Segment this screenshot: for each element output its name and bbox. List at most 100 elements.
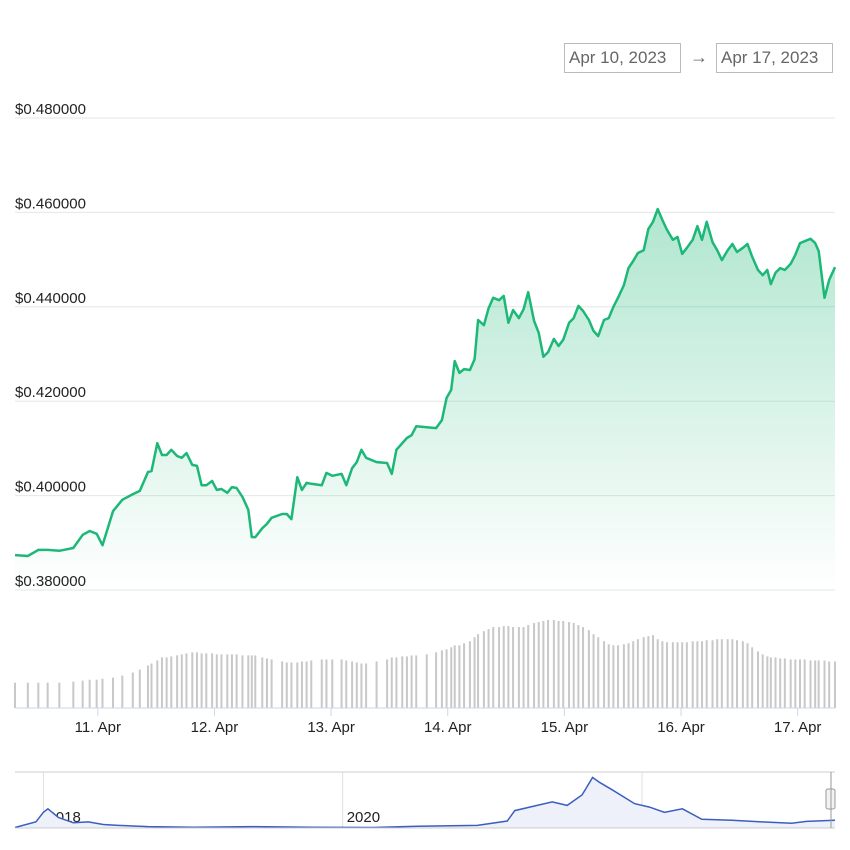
range-arrow: →: [690, 47, 708, 67]
volume-bar: [533, 623, 536, 708]
volume-bar: [440, 650, 443, 708]
volume-bar: [146, 665, 149, 708]
volume-bar: [547, 620, 550, 708]
volume-bar: [803, 659, 806, 708]
volume-bar: [681, 642, 684, 708]
volume-bar: [241, 655, 244, 708]
volume-bar: [360, 663, 363, 708]
volume-bar: [410, 655, 413, 708]
volume-bar: [617, 645, 620, 708]
x-tick-label: 14. Apr: [424, 719, 472, 736]
volume-bar: [603, 641, 606, 708]
volume-bar: [666, 642, 669, 708]
volume-bar: [185, 653, 188, 708]
volume-bar: [557, 621, 560, 708]
volume-bar: [300, 661, 303, 708]
volume-bar: [522, 627, 525, 708]
volume-bar: [656, 639, 659, 708]
volume-bar: [281, 661, 284, 708]
volume-bar: [468, 641, 471, 708]
volume-bar: [512, 627, 515, 708]
volume-bar: [774, 657, 777, 708]
volume-bar: [37, 682, 40, 708]
volume-bar: [375, 661, 378, 708]
volume-bar: [572, 623, 575, 708]
volume-bar: [265, 658, 268, 708]
x-tick-label: 11. Apr: [75, 719, 121, 736]
volume-bar: [783, 658, 786, 708]
volume-bar: [652, 635, 655, 708]
volume-bar: [150, 663, 153, 708]
x-tick-label: 16. Apr: [657, 719, 705, 736]
volume-bar: [582, 627, 585, 708]
y-tick-label: $0.480000: [15, 101, 86, 118]
volume-bar: [766, 656, 769, 708]
volume-bar: [160, 657, 163, 708]
y-tick-label: $0.460000: [15, 195, 86, 212]
volume-bar: [517, 627, 520, 708]
y-tick-label: $0.440000: [15, 290, 86, 307]
volume-bar: [320, 659, 323, 708]
volume-bar: [390, 657, 393, 708]
volume-bar: [746, 643, 749, 708]
volume-bar: [761, 654, 764, 708]
date-from-input[interactable]: Apr 10, 2023: [564, 43, 681, 73]
volume-bar: [751, 647, 754, 708]
volume-bar: [817, 660, 820, 708]
date-to-input[interactable]: Apr 17, 2023: [716, 43, 833, 73]
volume-bar: [823, 660, 826, 708]
volume-bar: [285, 662, 288, 708]
volume-bar: [88, 679, 91, 708]
volume-bar: [138, 669, 141, 708]
volume-bar: [647, 636, 650, 708]
volume-bar: [477, 634, 480, 708]
volume-bar: [473, 637, 476, 708]
volume-bar: [176, 655, 179, 708]
volume-bar: [226, 654, 229, 708]
volume-bar: [72, 681, 75, 708]
volume-bar: [250, 655, 253, 708]
volume-bar: [705, 640, 708, 708]
volume-bar: [527, 625, 530, 708]
volume-bar: [828, 661, 831, 708]
volume-bar: [351, 661, 354, 708]
price-area: [15, 209, 835, 590]
volume-bar: [111, 677, 114, 708]
volume-bar: [757, 651, 760, 708]
volume-bar: [191, 652, 194, 708]
volume-bar: [453, 645, 456, 708]
volume-bar: [498, 627, 501, 708]
volume-bar: [701, 641, 704, 708]
volume-bar: [81, 680, 84, 708]
volume-bar: [395, 657, 398, 708]
volume-bar: [736, 640, 739, 708]
volume-bar: [305, 661, 308, 708]
volume-bar: [607, 644, 610, 708]
volume-bar: [247, 655, 250, 708]
volume-bar: [355, 662, 358, 708]
volume-bar: [165, 657, 168, 708]
volume-bar: [450, 647, 453, 708]
volume-bar: [720, 639, 723, 708]
volume-bar: [235, 654, 238, 708]
volume-bar: [794, 659, 797, 708]
volume-bar: [779, 658, 782, 708]
volume-bar: [696, 641, 699, 708]
volume-bar: [365, 663, 368, 708]
volume-bar: [592, 634, 595, 708]
volume-bar: [386, 659, 389, 708]
volume-bar: [211, 653, 214, 708]
volume-bar: [622, 644, 625, 708]
volume-bar: [200, 653, 203, 708]
volume-bar: [542, 621, 545, 708]
volume-bar: [507, 626, 510, 708]
volume-bar: [685, 642, 688, 708]
y-tick-label: $0.400000: [15, 479, 86, 496]
volume-bar: [537, 622, 540, 708]
volume-bar: [789, 659, 792, 708]
volume-bar: [671, 642, 674, 708]
volume-bar: [261, 657, 264, 708]
volume-bar: [814, 660, 817, 708]
volume-bar: [834, 661, 836, 708]
